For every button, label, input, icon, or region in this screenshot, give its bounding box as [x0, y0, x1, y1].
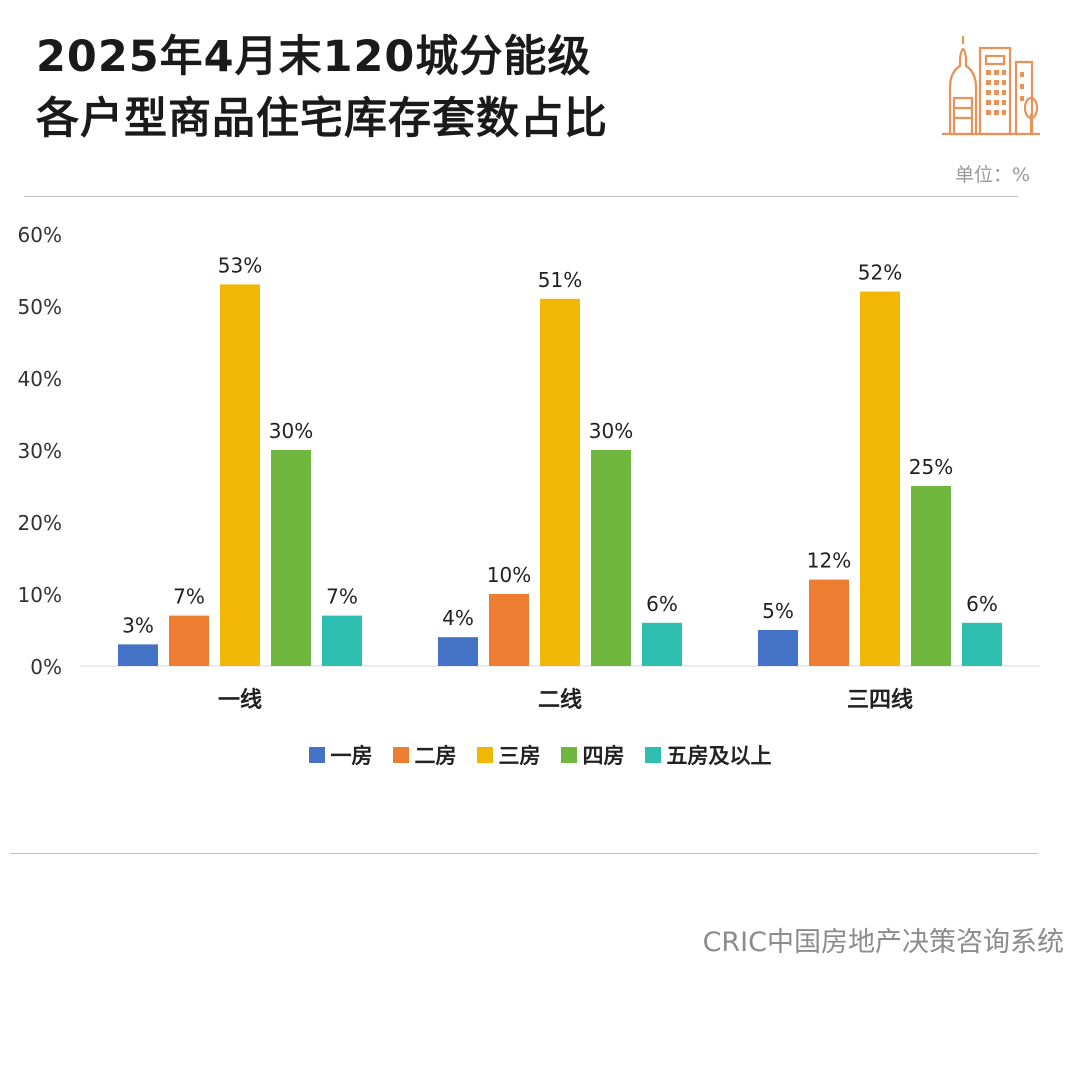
- y-tick-label: 50%: [18, 295, 62, 319]
- data-label: 6%: [646, 592, 678, 616]
- data-label: 6%: [966, 592, 998, 616]
- chart-title: 2025年4月末120城分能级 各户型商品住宅库存套数占比: [36, 26, 608, 150]
- data-label: 7%: [326, 585, 358, 609]
- unit-label: 单位：%: [954, 164, 1030, 186]
- bar: [758, 630, 798, 666]
- bar: [642, 622, 682, 666]
- bar: [169, 615, 209, 666]
- legend-item: 四房: [560, 740, 625, 770]
- bar: [271, 450, 311, 666]
- data-label: 12%: [807, 549, 851, 573]
- source-label: CRIC中国房地产决策咨询系统: [702, 927, 1064, 958]
- x-tick-label: 一线: [218, 687, 262, 713]
- city-buildings-icon: [942, 36, 1040, 136]
- data-label: 25%: [909, 455, 953, 479]
- data-label: 10%: [487, 563, 531, 587]
- title-line-2: 各户型商品住宅库存套数占比: [36, 94, 608, 144]
- bar: [489, 594, 529, 666]
- bar: [438, 637, 478, 666]
- x-tick-label: 二线: [538, 687, 582, 713]
- data-label: 51%: [538, 268, 582, 292]
- data-label: 5%: [762, 599, 794, 623]
- title-line-1: 2025年4月末120城分能级: [36, 32, 592, 82]
- y-tick-label: 30%: [18, 439, 62, 463]
- legend-item: 三房: [476, 740, 541, 770]
- legend-label: 一房: [330, 744, 373, 768]
- data-label: 52%: [858, 261, 902, 285]
- bottom-divider: [10, 853, 1038, 854]
- legend-item: 二房: [392, 740, 457, 770]
- legend-swatch: [476, 747, 493, 763]
- bar: [962, 622, 1002, 666]
- data-label: 53%: [218, 253, 262, 277]
- y-tick-label: 20%: [18, 511, 62, 535]
- bar: [322, 615, 362, 666]
- legend-label: 三房: [498, 744, 541, 768]
- legend-label: 五房及以上: [666, 744, 772, 768]
- bar: [809, 579, 849, 666]
- x-tick-label: 三四线: [847, 687, 913, 713]
- legend-swatch: [644, 747, 661, 763]
- legend-item: 一房: [308, 740, 373, 770]
- y-tick-label: 10%: [18, 583, 62, 607]
- y-tick-label: 0%: [30, 655, 62, 679]
- chart-legend: 一房 二房 三房 四房 五房及以上: [0, 740, 1080, 770]
- data-label: 3%: [122, 613, 154, 637]
- data-label: 30%: [269, 419, 313, 443]
- legend-label: 二房: [414, 744, 457, 768]
- legend-swatch: [308, 747, 325, 763]
- legend-item: 五房及以上: [644, 740, 772, 770]
- bar: [220, 284, 260, 666]
- bar: [591, 450, 631, 666]
- data-label: 7%: [173, 585, 205, 609]
- top-divider: [24, 196, 1018, 197]
- y-tick-label: 40%: [18, 367, 62, 391]
- bar: [860, 291, 900, 666]
- data-label: 4%: [442, 606, 474, 630]
- legend-label: 四房: [582, 744, 625, 768]
- legend-swatch: [560, 747, 577, 763]
- bar: [540, 298, 580, 666]
- y-tick-label: 60%: [18, 223, 62, 247]
- legend-swatch: [392, 747, 409, 763]
- data-label: 30%: [589, 419, 633, 443]
- bar: [911, 486, 951, 666]
- bar: [118, 644, 158, 666]
